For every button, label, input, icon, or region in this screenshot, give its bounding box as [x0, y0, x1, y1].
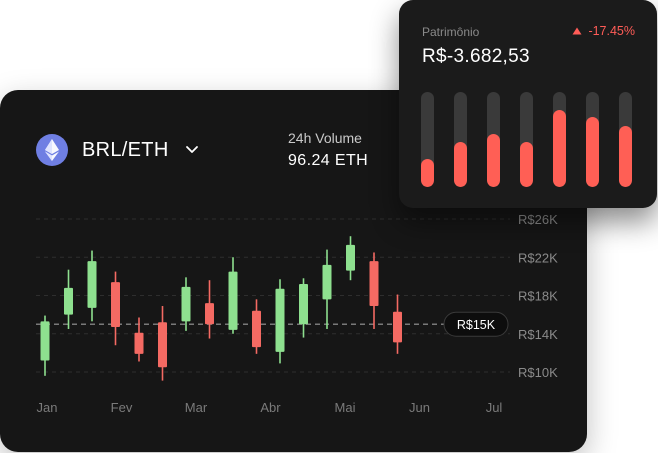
bar-track: [421, 92, 434, 187]
candle-body: [275, 288, 285, 352]
y-tick-label: R$26K: [518, 212, 558, 227]
bar-fill: [553, 110, 566, 187]
x-tick-label: Jan: [37, 400, 58, 415]
bar-track: [586, 92, 599, 187]
x-tick-label: Abr: [260, 400, 281, 415]
candle-body: [158, 322, 167, 368]
x-tick-label: Fev: [111, 400, 133, 415]
bar-track: [487, 92, 500, 187]
chevron-down-icon[interactable]: [185, 145, 199, 155]
current-price-label: R$15K: [457, 318, 496, 332]
candle-body: [205, 303, 214, 325]
candle-body: [346, 244, 355, 271]
y-tick-label: R$18K: [518, 289, 558, 304]
bar-fill: [520, 142, 533, 187]
candlestick-chart: R$10K R$14K R$18K R$22K R$26K Jan Fev Mar Abr Mai…: [36, 212, 558, 415]
candle-body: [322, 264, 332, 300]
bar-track: [520, 92, 533, 187]
candle-body: [64, 287, 73, 315]
volume-block: 24h Volume 96.24 ETH: [288, 130, 368, 170]
candle-body: [181, 286, 191, 322]
candle-body: [111, 282, 120, 328]
candle-body: [87, 261, 97, 308]
bar-fill: [619, 126, 632, 187]
bar-track: [619, 92, 632, 187]
y-tick-label: R$22K: [518, 250, 558, 265]
x-tick-label: Jun: [409, 400, 430, 415]
bar-fill: [421, 158, 434, 187]
y-tick-label: R$10K: [518, 365, 558, 380]
x-tick-label: Mar: [185, 400, 208, 415]
pair-label: BRL/ETH: [82, 138, 169, 161]
candle-body: [393, 311, 402, 343]
volume-value: 96.24 ETH: [288, 152, 369, 169]
candle-body: [228, 271, 238, 330]
bar-fill: [586, 116, 599, 187]
popup-title: Patrimônio: [422, 25, 480, 39]
x-tick-label: Jul: [486, 400, 503, 415]
candle-body: [134, 332, 144, 354]
bar-track: [454, 92, 467, 187]
x-tick-label: Mai: [335, 400, 356, 415]
candle-body: [299, 284, 308, 325]
bar-fill: [454, 142, 467, 187]
current-price-pill: [443, 311, 509, 337]
y-tick-label: R$14K: [518, 327, 558, 342]
popup-value: R$-3.682,53: [422, 46, 530, 67]
patrimonio-popup: Patrimônio -17.45% R$-3.682,53: [399, 0, 657, 208]
caret-up-icon: [572, 27, 582, 35]
candle-body: [40, 321, 50, 361]
volume-label: 24h Volume: [288, 130, 362, 146]
bar-group: [421, 92, 632, 187]
bar-track: [553, 92, 566, 187]
change-badge: -17.45%: [572, 24, 635, 38]
ethereum-icon: [36, 134, 68, 166]
bar-fill: [487, 133, 500, 187]
candle-body: [252, 310, 261, 348]
pair-selector[interactable]: BRL/ETH: [36, 134, 199, 166]
change-value: -17.45%: [588, 24, 635, 38]
candle-body: [369, 261, 379, 307]
